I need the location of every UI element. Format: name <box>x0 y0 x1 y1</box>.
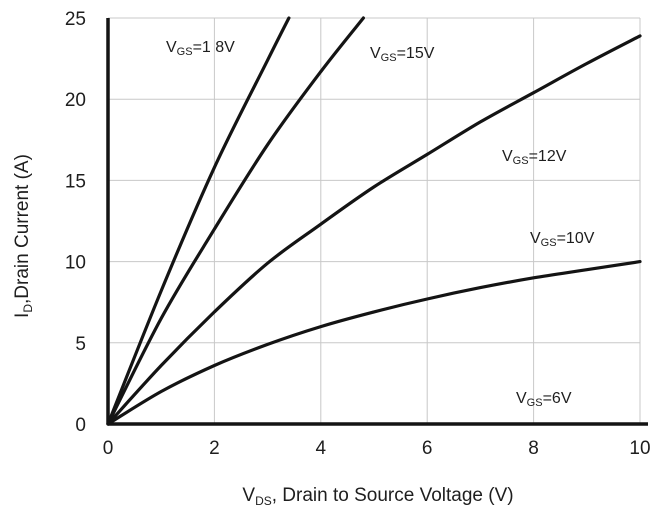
axes <box>106 18 648 426</box>
series-label-3: VGS=10V <box>530 230 595 249</box>
y-axis-label: ID,Drain Current (A) <box>12 154 35 318</box>
series-label-0: VGS=1 8V <box>166 39 235 58</box>
y-tick-label: 5 <box>75 334 86 355</box>
y-tick-label: 20 <box>65 90 86 111</box>
x-axis-label: VDS, Drain to Source Voltage (V) <box>242 485 513 508</box>
y-tick-label: 0 <box>75 415 86 436</box>
series-line-2 <box>106 34 642 426</box>
series-line-3 <box>106 260 642 426</box>
series-label-2: VGS=12V <box>502 148 567 167</box>
x-tick-label: 8 <box>528 438 539 459</box>
x-tick-label: 0 <box>103 438 114 459</box>
x-tick-label: 10 <box>629 438 650 459</box>
y-tick-label: 25 <box>65 9 86 30</box>
x-tick-label: 4 <box>316 438 327 459</box>
tick-labels: 0 2 4 6 8 10 0 5 10 15 20 25 <box>65 9 650 459</box>
grid-lines <box>108 17 641 424</box>
x-tick-label: 2 <box>209 438 220 459</box>
series-line-1 <box>106 16 365 426</box>
series-label-1: VGS=15V <box>370 45 435 64</box>
y-tick-label: 10 <box>65 253 86 274</box>
curve-labels: VGS=1 8V VGS=15V VGS=12V VGS=10V VGS=6V <box>166 39 595 409</box>
y-tick-label: 15 <box>65 171 86 192</box>
series-line-0 <box>106 16 291 426</box>
series-label-4: VGS=6V <box>516 390 572 409</box>
series-curves <box>106 16 642 426</box>
x-tick-label: 6 <box>422 438 433 459</box>
